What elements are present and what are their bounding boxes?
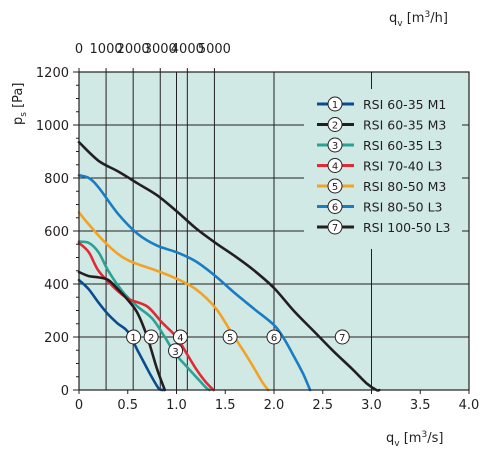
series-marker-1: 1 xyxy=(126,329,142,345)
legend-item: 2 RSI 60-35 M3 xyxy=(317,117,446,133)
series-line-7 xyxy=(77,270,167,392)
x-tick-label: 1.5 xyxy=(215,398,236,413)
x-tick-label: 0.5 xyxy=(117,398,138,413)
legend-marker-number: 3 xyxy=(332,141,338,152)
x-tick-label: 0 xyxy=(75,398,83,413)
y-tick-label: 800 xyxy=(44,172,69,187)
marker-layer: 1 2 3 4 5 6 7 xyxy=(126,329,350,359)
series-marker-number: 6 xyxy=(271,333,277,344)
legend-label: RSI 100-50 L3 xyxy=(363,220,450,235)
legend: 1 RSI 60-35 M1 2 RSI 60-35 M3 3 RSI 60-35 L3 4… xyxy=(304,89,462,249)
series-marker-circle xyxy=(126,329,142,345)
x-top-tick-label: 5000 xyxy=(198,42,231,57)
x-tick-label: 3.5 xyxy=(410,398,431,413)
legend-item: 5 RSI 80-50 M3 xyxy=(317,178,446,194)
legend-marker-circle xyxy=(327,137,343,153)
series-marker-circle xyxy=(266,329,282,345)
series-marker-5: 5 xyxy=(222,329,238,345)
legend-item: 1 RSI 60-35 M1 xyxy=(317,96,446,112)
x-top-tick-label: 2000 xyxy=(117,42,150,57)
ticks-layer: 0 0.5 1.0 1.5 2.0 2.5 3.0 3.5 4.00 10002000300040… xyxy=(36,42,479,413)
legend-marker-number: 1 xyxy=(332,100,338,111)
legend-marker-circle xyxy=(327,117,343,132)
x-axis-bottom-label: qv [m3/s] xyxy=(386,430,443,449)
legend-marker-number: 7 xyxy=(332,223,338,234)
series-marker-number: 7 xyxy=(339,333,345,344)
y-tick-label: 600 xyxy=(44,225,69,240)
x-axis-top-label-main: q xyxy=(389,11,397,26)
series-line-5 xyxy=(77,211,270,392)
series-line-4 xyxy=(77,241,215,392)
legend-marker-circle xyxy=(327,96,343,112)
x-axis-bottom-label-unit-sup: 3 xyxy=(421,430,427,440)
series-layer xyxy=(77,140,381,392)
legend-item: 4 RSI 70-40 L3 xyxy=(317,158,443,174)
series-marker-number: 3 xyxy=(172,347,178,358)
y-axis-label: ps [Pa] xyxy=(11,83,29,125)
y-axis-label-main: p xyxy=(11,117,26,125)
series-marker-number: 1 xyxy=(130,333,136,344)
legend-label: RSI 80-50 M3 xyxy=(363,179,446,194)
legend-item: 6 RSI 80-50 L3 xyxy=(317,199,443,215)
x-top-tick-label: 3000 xyxy=(144,42,177,57)
legend-label: RSI 70-40 L3 xyxy=(363,159,443,174)
series-marker-circle xyxy=(172,329,188,345)
y-tick-label: 1200 xyxy=(36,66,69,81)
y-tick-label: 400 xyxy=(44,278,69,293)
x-axis-top-label-unit: [m xyxy=(403,11,425,26)
legend-item: 7 RSI 100-50 L3 xyxy=(317,219,450,235)
legend-marker-circle xyxy=(327,158,343,173)
legend-label: RSI 60-35 M3 xyxy=(363,118,446,133)
x-top-tick-label: 0 xyxy=(75,42,83,57)
x-top-tick-label: 4000 xyxy=(171,42,204,57)
x-tick-label: 2.5 xyxy=(312,398,333,413)
legend-marker-number: 6 xyxy=(332,203,338,214)
x-tick-label: 3.0 xyxy=(361,398,382,413)
series-marker-6: 6 xyxy=(266,329,282,345)
legend-marker-circle xyxy=(327,219,343,235)
x-axis-bottom-label-main: q xyxy=(386,431,394,446)
legend-marker-number: 2 xyxy=(332,121,338,132)
y-tick-label: 200 xyxy=(44,331,69,346)
x-axis-bottom-label-unit-end: /s] xyxy=(427,431,443,446)
x-axis-bottom-label-sub: v xyxy=(394,439,400,449)
x-axis-top-label-unit-end: /h] xyxy=(430,11,448,26)
series-marker-number: 5 xyxy=(227,333,233,344)
series-marker-4: 4 xyxy=(172,329,188,345)
legend-item: 3 RSI 60-35 L3 xyxy=(317,137,443,153)
series-line-6 xyxy=(77,174,312,392)
series-marker-3: 3 xyxy=(168,343,184,359)
series-marker-number: 2 xyxy=(148,333,154,344)
y-tick-label: 0 xyxy=(61,384,69,399)
y-tick-label: 1000 xyxy=(36,119,69,134)
series-marker-circle xyxy=(222,329,238,345)
x-tick-label: 4.0 xyxy=(459,398,480,413)
series-marker-7: 7 xyxy=(334,329,350,345)
series-marker-number: 4 xyxy=(177,333,183,344)
y-axis-label-unit: [Pa] xyxy=(11,83,26,113)
x-tick-label: 2.0 xyxy=(264,398,285,413)
series-line-1 xyxy=(77,278,165,392)
legend-label: RSI 80-50 L3 xyxy=(363,200,443,215)
series-marker-circle xyxy=(168,343,184,359)
series-marker-2: 2 xyxy=(143,329,159,345)
series-marker-circle xyxy=(143,329,159,345)
legend-marker-number: 4 xyxy=(332,162,338,173)
series-marker-circle xyxy=(334,329,350,345)
x-tick-label: 1.0 xyxy=(166,398,187,413)
legend-marker-number: 5 xyxy=(332,182,338,193)
x-axis-bottom-label-unit: [m xyxy=(400,431,422,446)
x-axis-top-label-sub: v xyxy=(397,19,403,29)
x-top-tick-label: 1000 xyxy=(90,42,123,57)
series-line-2 xyxy=(77,140,381,392)
legend-marker-circle xyxy=(327,178,343,194)
legend-label: RSI 60-35 L3 xyxy=(363,138,443,153)
series-line-3 xyxy=(77,240,211,392)
legend-marker-circle xyxy=(327,199,343,214)
x-axis-top-label-unit-sup: 3 xyxy=(424,10,430,20)
legend-label: RSI 60-35 M1 xyxy=(363,97,446,112)
y-axis-label-sub: s xyxy=(19,112,29,117)
x-axis-top-label: qv [m3/h] xyxy=(389,10,448,29)
